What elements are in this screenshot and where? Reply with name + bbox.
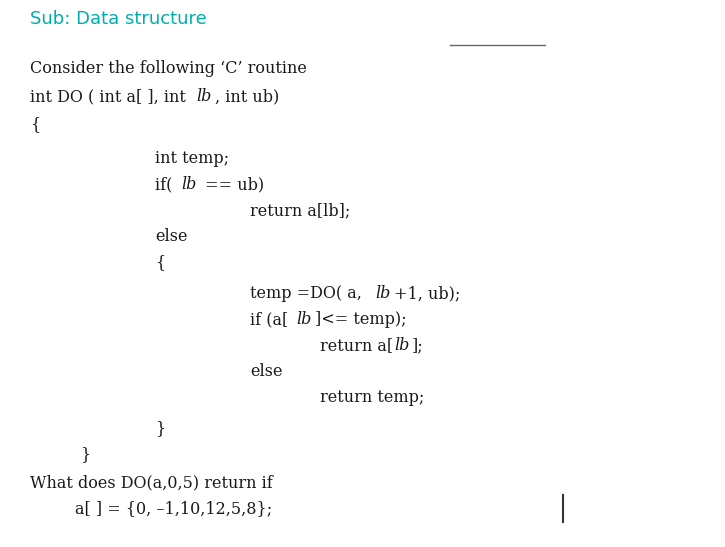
- Text: a[ ] = {0, –1,10,12,5,8};: a[ ] = {0, –1,10,12,5,8};: [75, 500, 273, 517]
- Text: Consider the following ‘C’ routine: Consider the following ‘C’ routine: [30, 60, 307, 77]
- Text: return temp;: return temp;: [320, 389, 424, 406]
- Text: else: else: [155, 228, 188, 245]
- Text: lb: lb: [196, 88, 212, 105]
- Text: == ub): == ub): [200, 176, 264, 193]
- Text: lb: lb: [296, 311, 311, 328]
- Text: temp =DO( a,: temp =DO( a,: [250, 285, 367, 302]
- Text: {: {: [155, 254, 165, 271]
- Text: ]<= temp);: ]<= temp);: [315, 311, 407, 328]
- Text: lb: lb: [181, 176, 196, 193]
- Text: int DO ( int a[ ], int: int DO ( int a[ ], int: [30, 88, 191, 105]
- Text: if (a[: if (a[: [250, 311, 289, 328]
- Text: What does DO(a,0,5) return if: What does DO(a,0,5) return if: [30, 474, 273, 491]
- Text: int temp;: int temp;: [155, 150, 229, 167]
- Text: if(: if(: [155, 176, 178, 193]
- Text: +1, ub);: +1, ub);: [394, 285, 460, 302]
- Text: else: else: [250, 363, 283, 380]
- Text: lb: lb: [394, 337, 410, 354]
- Text: }: }: [155, 420, 165, 437]
- Text: , int ub): , int ub): [215, 88, 279, 105]
- Text: }: }: [80, 446, 90, 463]
- Text: Sub: Data structure: Sub: Data structure: [30, 10, 207, 28]
- Text: lb: lb: [375, 285, 390, 302]
- Text: return a[: return a[: [320, 337, 393, 354]
- Text: return a[lb];: return a[lb];: [250, 202, 350, 219]
- Text: {: {: [30, 116, 40, 133]
- Text: ];: ];: [412, 337, 423, 354]
